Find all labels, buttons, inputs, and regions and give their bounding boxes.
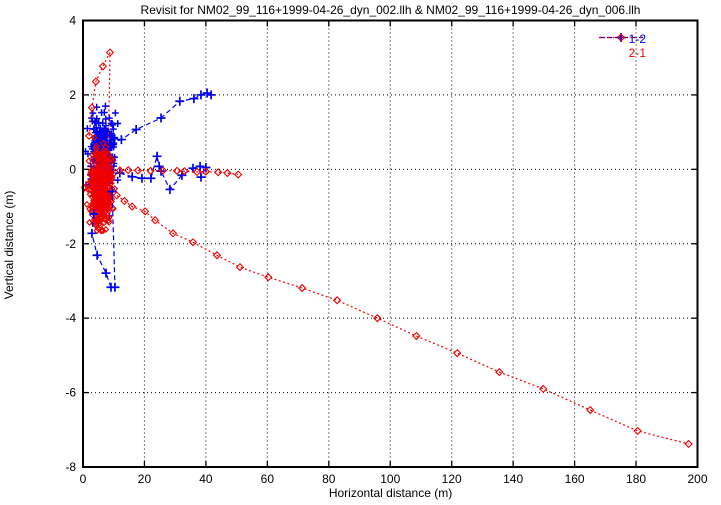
x-tick-label: 80 [322, 472, 336, 486]
x-tick-label: 40 [199, 472, 213, 486]
x-tick-label: 120 [442, 472, 462, 486]
y-tick-label: 0 [69, 162, 76, 176]
legend-label-2-1: 2-1 [628, 45, 646, 60]
y-axis-label: Vertical distance (m) [2, 190, 16, 300]
legend-diamond-sample-icon [599, 33, 698, 58]
y-tick-label: -6 [65, 386, 76, 400]
x-tick-label: 140 [503, 472, 523, 486]
x-tick-label: 100 [380, 472, 400, 486]
x-axis-label: Horizontal distance (m) [328, 486, 453, 500]
y-tick-label: 4 [69, 14, 76, 28]
legend-plus-sample-icon [599, 33, 698, 44]
y-tick-label: 2 [69, 88, 76, 102]
legend: 1-2 2-1 [598, 31, 698, 60]
legend-entry-2-1: 2-1 [598, 33, 698, 60]
x-tick-label: 160 [565, 472, 585, 486]
chart-title: Revisit for NM02_99_116+1999-04-26_dyn_0… [140, 3, 641, 17]
x-tick-label: 60 [261, 472, 275, 486]
x-tick-label: 180 [626, 472, 646, 486]
x-tick-label: 20 [138, 472, 152, 486]
legend-label-1-2: 1-2 [628, 31, 646, 46]
y-tick-label: -2 [65, 237, 76, 251]
y-tick-label: -8 [65, 460, 76, 474]
x-tick-label: 0 [80, 472, 87, 486]
x-tick-label: 200 [687, 472, 707, 486]
y-tick-label: -4 [65, 311, 76, 325]
